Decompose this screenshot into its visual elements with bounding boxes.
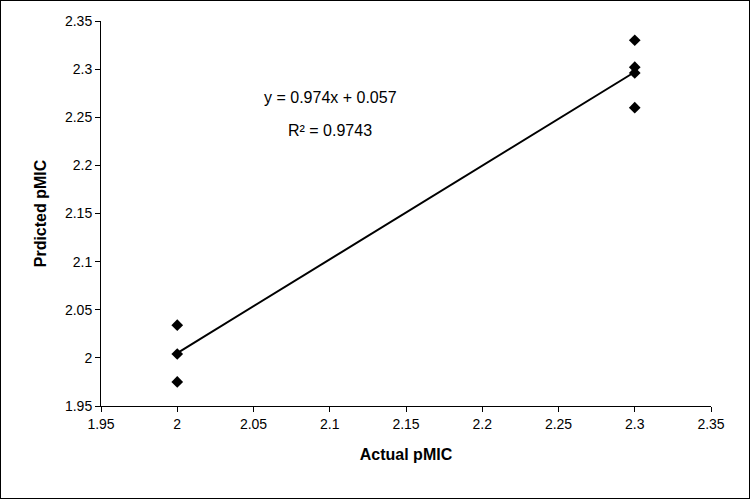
svg-text:2: 2 bbox=[173, 416, 181, 432]
svg-text:1.95: 1.95 bbox=[65, 398, 92, 414]
svg-text:2.3: 2.3 bbox=[625, 416, 645, 432]
svg-text:2.05: 2.05 bbox=[65, 302, 92, 318]
svg-text:2.35: 2.35 bbox=[65, 13, 92, 29]
svg-text:2.05: 2.05 bbox=[240, 416, 267, 432]
svg-text:2.2: 2.2 bbox=[473, 416, 493, 432]
svg-text:2.15: 2.15 bbox=[65, 205, 92, 221]
svg-text:2.35: 2.35 bbox=[697, 416, 724, 432]
svg-text:R² = 0.9743: R² = 0.9743 bbox=[288, 122, 372, 139]
svg-text:2.25: 2.25 bbox=[545, 416, 572, 432]
svg-text:2.1: 2.1 bbox=[73, 254, 93, 270]
svg-text:2.1: 2.1 bbox=[320, 416, 340, 432]
svg-text:2: 2 bbox=[84, 350, 92, 366]
svg-text:Actual pMIC: Actual pMIC bbox=[360, 446, 453, 463]
svg-text:2.15: 2.15 bbox=[392, 416, 419, 432]
svg-text:2.3: 2.3 bbox=[73, 61, 93, 77]
svg-text:y = 0.974x + 0.057: y = 0.974x + 0.057 bbox=[264, 89, 397, 106]
svg-text:Prdicted pMIC: Prdicted pMIC bbox=[32, 159, 49, 267]
svg-text:1.95: 1.95 bbox=[87, 416, 114, 432]
svg-text:2.2: 2.2 bbox=[73, 157, 93, 173]
svg-text:2.25: 2.25 bbox=[65, 109, 92, 125]
